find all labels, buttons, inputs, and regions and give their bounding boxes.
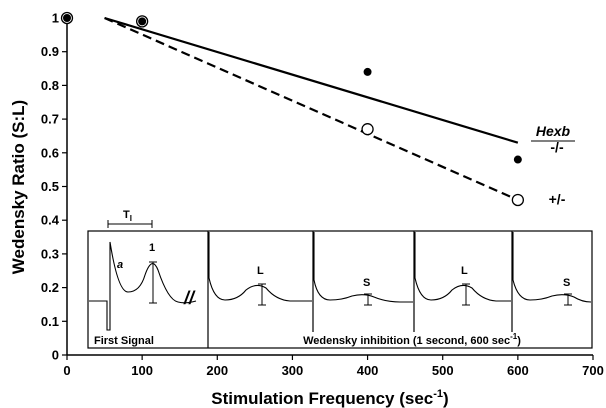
y-tick-label: 0.3 xyxy=(41,246,59,261)
panel-s2-trace xyxy=(512,232,592,303)
trace-label-a: a xyxy=(117,259,123,271)
y-tick-label: 0.8 xyxy=(41,78,59,93)
x-tick-label: 300 xyxy=(282,363,304,378)
y-axis-title: Wedensky Ratio (S:L) xyxy=(9,100,28,274)
panel-label-l2: L xyxy=(461,265,468,277)
y-tick-label: 0.9 xyxy=(41,44,59,59)
data-markers xyxy=(60,11,525,207)
legend: Hexb -/- +/- xyxy=(531,123,575,207)
panel-l-trace xyxy=(208,232,312,302)
panel-s-trace xyxy=(313,232,413,303)
data-point-heterozygous xyxy=(361,123,374,136)
panel-label-l: L xyxy=(257,265,264,277)
y-tick-label: 0 xyxy=(52,348,59,363)
axis-ticks: 0 100 200 300 400 500 600 700 0 0.1 0.2 0.3 0.4 0.5 0.… xyxy=(41,11,604,379)
x-tick-label: 700 xyxy=(582,363,604,378)
inset-scale-label: TI xyxy=(123,209,132,223)
x-tick-label: 400 xyxy=(357,363,379,378)
inset-caption-first-signal: First Signal xyxy=(94,335,154,347)
y-tick-label: 0.1 xyxy=(41,314,59,329)
legend-title: Hexb xyxy=(536,123,571,139)
panel-label-s2: S xyxy=(563,277,570,289)
x-axis-title: Stimulation Frequency (sec-1) xyxy=(211,388,448,408)
data-point-homozygous xyxy=(513,155,522,164)
panel-l2-trace xyxy=(414,232,511,302)
legend-entry-homozygous: -/- xyxy=(550,139,564,155)
inset-traces: TI a 1 // L S L S First Signal xyxy=(87,209,593,349)
fit-lines xyxy=(104,16,519,201)
x-tick-label: 600 xyxy=(507,363,529,378)
y-tick-label: 0.7 xyxy=(41,112,59,127)
data-point-homozygous xyxy=(63,14,71,22)
legend-entry-heterozygous: +/- xyxy=(549,191,566,207)
x-tick-label: 100 xyxy=(131,363,153,378)
y-tick-label: 0.6 xyxy=(41,145,59,160)
fit-line-homozygous xyxy=(104,16,519,144)
first-peak-label: 1 xyxy=(149,242,155,254)
x-tick-label: 0 xyxy=(63,363,70,378)
fit-line-heterozygous xyxy=(104,16,519,201)
y-tick-label: 0.5 xyxy=(41,179,59,194)
x-tick-label: 200 xyxy=(206,363,228,378)
y-tick-label: 0.2 xyxy=(41,280,59,295)
first-signal-trace xyxy=(89,241,197,331)
y-tick-label: 0.4 xyxy=(41,213,60,228)
axis-break-symbol: // xyxy=(183,288,196,308)
data-point-heterozygous xyxy=(511,193,525,207)
inset-frame xyxy=(87,230,593,349)
y-tick-label: 1 xyxy=(52,11,59,26)
x-tick-label: 500 xyxy=(432,363,454,378)
panel-label-s: S xyxy=(363,277,370,289)
inset-caption-wedensky: Wedensky inhibition (1 second, 600 sec-1… xyxy=(303,332,521,347)
data-point-homozygous xyxy=(138,17,147,26)
data-point-homozygous xyxy=(363,67,372,76)
